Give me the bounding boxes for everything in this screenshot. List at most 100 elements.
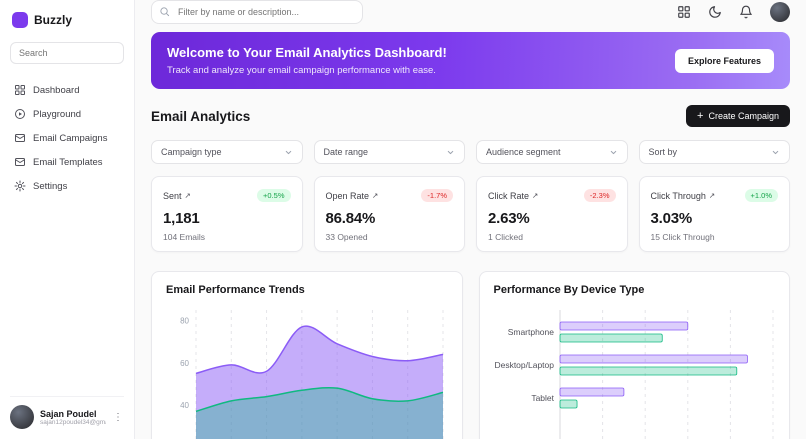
sidebar-item-email-templates[interactable]: Email Templates	[10, 152, 124, 172]
main-area: Welcome to Your Email Analytics Dashboar…	[135, 0, 806, 439]
apps-grid-icon	[678, 6, 690, 18]
trend-arrow-icon: ↗	[532, 191, 539, 200]
filter-input[interactable]	[151, 0, 363, 24]
stat-value: 86.84%	[325, 210, 376, 227]
stat-card-open-rate: Open Rate ↗ -1.7% 86.84% 33 Opened	[313, 176, 465, 252]
chevron-down-icon	[447, 150, 454, 154]
trend-arrow-icon: ↗	[184, 191, 191, 200]
stat-subtext: 33 Opened	[325, 232, 368, 242]
app-logo: Buzzly	[10, 12, 124, 28]
svg-text:Tablet: Tablet	[531, 393, 554, 403]
sidebar-item-label: Dashboard	[33, 84, 80, 96]
stat-subtext: 104 Emails	[163, 232, 206, 242]
gear-icon	[14, 180, 26, 192]
more-options-icon[interactable]: ⋮	[113, 411, 123, 423]
chart-title: Email Performance Trends	[166, 284, 305, 296]
topbar	[135, 0, 806, 24]
stat-card-click-through: Click Through ↗ +1.0% 3.03% 15 Click Thro…	[638, 176, 790, 252]
create-campaign-button[interactable]: + Create Campaign	[686, 105, 790, 127]
global-filter	[151, 0, 363, 24]
search-icon	[160, 7, 170, 17]
filter-label: Sort by	[648, 147, 678, 157]
chevron-down-icon	[772, 150, 779, 154]
sidebar-item-settings[interactable]: Settings	[10, 176, 124, 196]
mail-icon	[14, 132, 26, 144]
sidebar-search	[10, 42, 124, 64]
chart-title: Performance By Device Type	[493, 284, 645, 296]
chevron-down-icon	[285, 150, 291, 154]
explore-features-button[interactable]: Explore Features	[674, 48, 774, 73]
stat-label: Click Rate	[488, 191, 530, 201]
sidebar: Buzzly Dashboard Playground	[0, 0, 135, 439]
svg-text:40: 40	[180, 401, 189, 410]
stat-card-sent: Sent ↗ +0.5% 1,181 104 Emails	[151, 176, 303, 252]
stats-row: Sent ↗ +0.5% 1,181 104 Emails Open Rate ↗ …	[151, 176, 790, 252]
section-header: Email Analytics + Create Campaign	[151, 105, 790, 127]
sidebar-item-email-campaigns[interactable]: Email Campaigns	[10, 128, 124, 148]
content: Welcome to Your Email Analytics Dashboar…	[135, 24, 806, 439]
app-name: Buzzly	[34, 13, 73, 27]
logo-icon	[12, 12, 28, 28]
svg-text:80: 80	[180, 317, 189, 326]
stat-value: 1,181	[163, 210, 200, 227]
stat-delta-badge: -2.3%	[583, 188, 616, 202]
moon-icon	[709, 6, 721, 18]
sidebar-nav: Dashboard Playground Email Campaigns Ema…	[10, 80, 124, 196]
chevron-down-icon	[610, 150, 616, 154]
user-name: Sajan Poudel	[40, 408, 97, 419]
user-card[interactable]: Sajan Poudel sajan12poudel34@gmail.com ⋮	[10, 396, 124, 429]
filter-label: Campaign type	[161, 147, 222, 157]
svg-text:60: 60	[180, 359, 189, 368]
topbar-actions	[677, 2, 790, 22]
email-performance-trends-card: Email Performance Trends 40 60 80	[151, 271, 463, 439]
play-circle-icon	[14, 108, 26, 120]
user-avatar	[10, 405, 34, 429]
stat-label: Sent	[163, 191, 182, 201]
user-avatar[interactable]	[770, 2, 790, 22]
performance-by-device-card: Performance By Device Type Smartphone Des…	[478, 271, 790, 439]
stat-subtext: 15 Click Through	[650, 232, 715, 242]
mail-icon	[14, 156, 26, 168]
trend-arrow-icon: ↗	[708, 191, 716, 200]
hero-text: Welcome to Your Email Analytics Dashboar…	[167, 45, 447, 76]
trend-arrow-icon: ↗	[372, 191, 379, 200]
stat-delta-badge: +0.5%	[257, 188, 291, 202]
bell-icon	[740, 5, 752, 19]
filter-audience-segment[interactable]: Audience segment	[476, 140, 628, 164]
hero-title: Welcome to Your Email Analytics Dashboar…	[167, 45, 447, 60]
svg-text:Smartphone: Smartphone	[507, 327, 554, 337]
user-info: Sajan Poudel sajan12poudel34@gmail.com	[40, 409, 106, 426]
svg-text:Desktop/Laptop: Desktop/Laptop	[494, 360, 554, 370]
stat-delta-badge: +1.0%	[744, 188, 778, 202]
plus-icon: +	[697, 110, 704, 122]
hero-subtitle: Track and analyze your email campaign pe…	[167, 65, 436, 76]
filters-row: Campaign type Date range Audience segmen…	[151, 140, 790, 164]
dashboard-icon	[14, 84, 26, 96]
create-campaign-label: Create Campaign	[708, 111, 779, 121]
page-title: Email Analytics	[151, 108, 251, 124]
notifications-button[interactable]	[739, 5, 753, 19]
sidebar-item-label: Email Templates	[33, 156, 103, 168]
filter-label: Audience segment	[486, 147, 561, 157]
sidebar-item-label: Settings	[33, 180, 68, 192]
stat-subtext: 1 Clicked	[488, 232, 523, 242]
filter-date-range[interactable]: Date range	[313, 140, 465, 164]
stat-value: 2.63%	[488, 210, 530, 227]
filter-label: Date range	[323, 147, 369, 157]
sidebar-item-dashboard[interactable]: Dashboard	[10, 80, 124, 100]
sidebar-item-playground[interactable]: Playground	[10, 104, 124, 124]
sidebar-item-label: Playground	[33, 108, 82, 120]
charts-row: Email Performance Trends 40 60 80 Performa…	[151, 271, 790, 439]
theme-toggle-button[interactable]	[708, 5, 722, 19]
stat-label: Click Through	[650, 191, 706, 201]
filter-sort-by[interactable]: Sort by	[638, 140, 790, 164]
sidebar-search-input[interactable]	[10, 42, 124, 64]
stat-label: Open Rate	[325, 191, 370, 201]
sidebar-item-label: Email Campaigns	[33, 132, 108, 144]
area-chart: 40 60 80	[180, 310, 444, 439]
filter-campaign-type[interactable]: Campaign type	[151, 140, 303, 164]
apps-grid-button[interactable]	[677, 5, 691, 19]
stat-delta-badge: -1.7%	[421, 188, 453, 202]
user-email: sajan12poudel34@gmail.com	[40, 418, 106, 426]
